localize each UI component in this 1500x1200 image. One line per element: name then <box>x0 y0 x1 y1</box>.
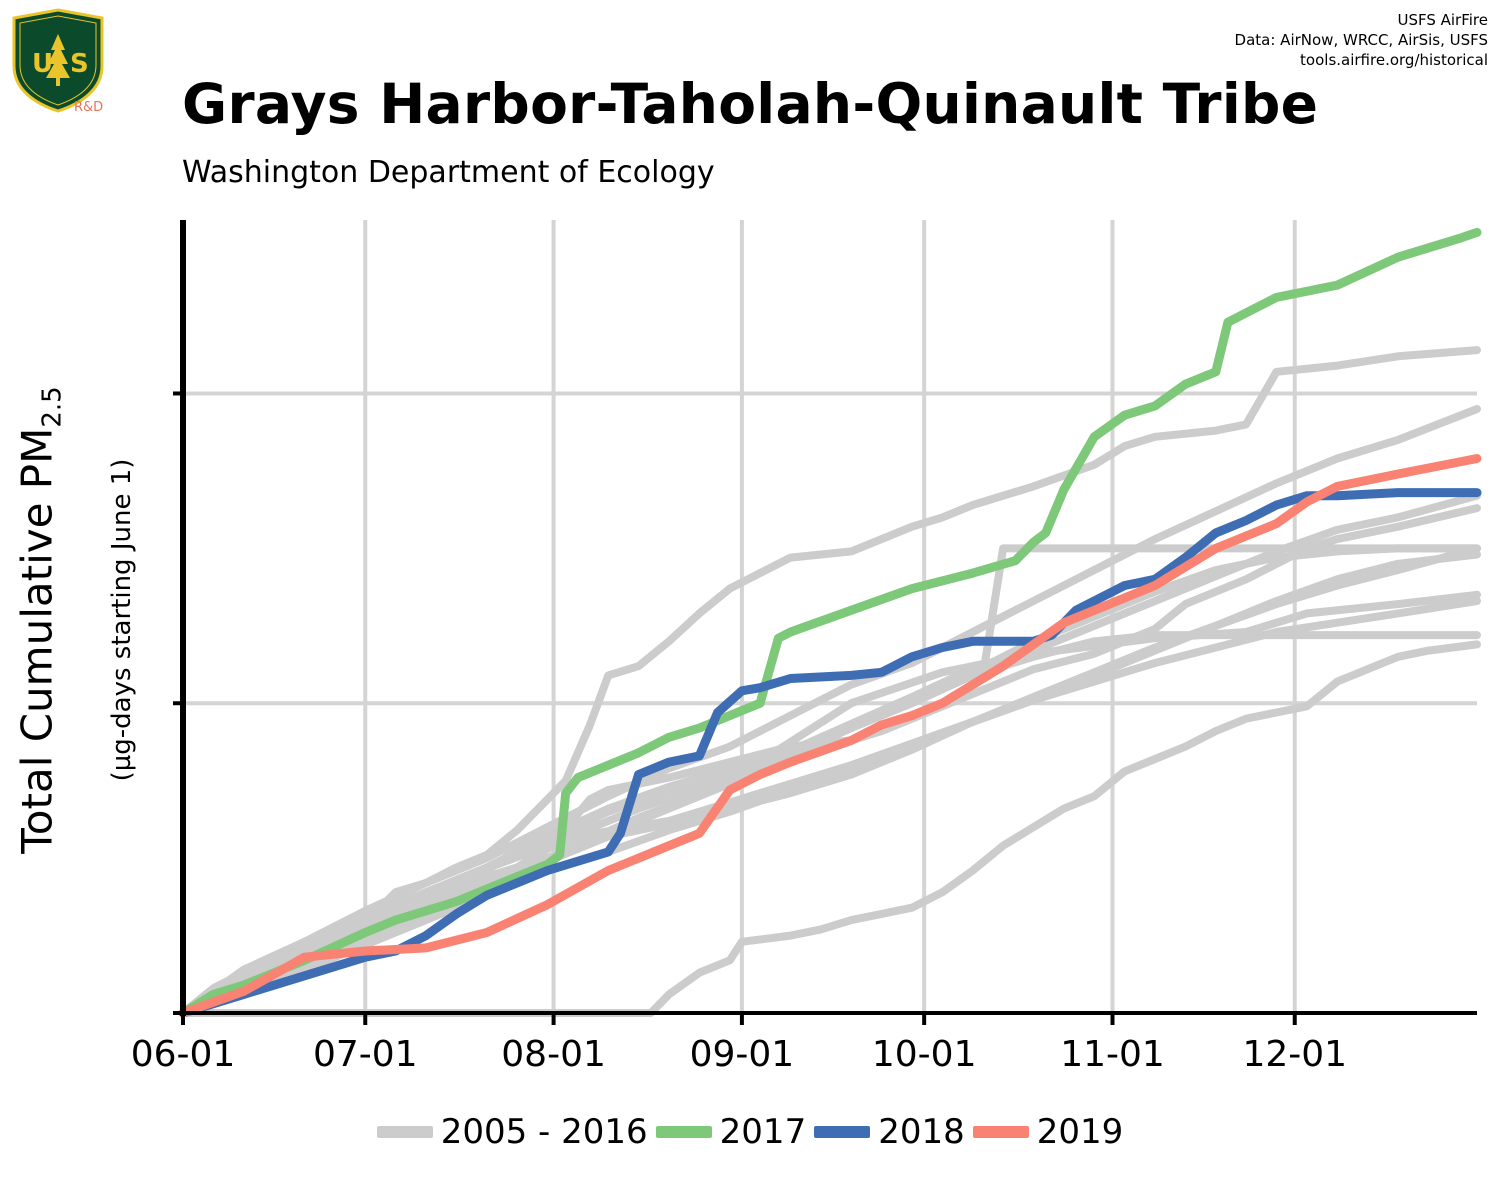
legend-swatch <box>376 1126 433 1138</box>
credits-block: USFS AirFire Data: AirNow, WRCC, AirSis,… <box>1235 10 1488 70</box>
svg-text:S: S <box>70 49 89 79</box>
series-line-2005-2016-8 <box>179 405 1481 1017</box>
series-line-2005-2016-6 <box>179 544 1481 1017</box>
legend-label: 2018 <box>878 1112 965 1152</box>
credit-line-1: USFS AirFire <box>1397 11 1488 29</box>
legend-item: 2005 - 2016 <box>376 1112 648 1152</box>
x-tick-label-12-01: 12-01 <box>1242 1034 1347 1075</box>
chart-legend: 2005 - 2016 2017 2018 2019 <box>0 1112 1500 1152</box>
x-tick-label-11-01: 11-01 <box>1060 1034 1165 1075</box>
legend-label: 2005 - 2016 <box>440 1112 648 1152</box>
svg-text:U: U <box>32 49 53 79</box>
series-line-2017-12 <box>178 227 1482 1018</box>
legend-label: 2019 <box>1036 1112 1124 1152</box>
credit-line-3: tools.airfire.org/historical <box>1300 51 1488 69</box>
x-tick-label-07-01: 07-01 <box>313 1034 418 1075</box>
x-tick-label-08-01: 08-01 <box>501 1034 606 1075</box>
legend-swatch <box>972 1126 1029 1138</box>
legend-item: 2018 <box>814 1112 965 1152</box>
chart-title: Grays Harbor-Taholah-Quinault Tribe <box>182 72 1319 136</box>
logo-badge: R&D <box>74 100 104 115</box>
legend-label: 2017 <box>719 1112 807 1152</box>
x-tick-label-10-01: 10-01 <box>872 1034 977 1075</box>
legend-item: 2017 <box>655 1112 807 1152</box>
chart-subtitle: Washington Department of Ecology <box>182 155 715 190</box>
series-line-2018-13 <box>178 488 1482 1018</box>
series-line-2005-2016-11 <box>179 544 1481 1017</box>
legend-swatch <box>655 1126 712 1138</box>
credit-line-2: Data: AirNow, WRCC, AirSis, USFS <box>1234 31 1488 49</box>
x-tick-label-06-01: 06-01 <box>131 1034 236 1075</box>
legend-item: 2019 <box>972 1112 1124 1152</box>
forest-service-logo: U S R&D <box>8 8 108 118</box>
series-line-2019-14 <box>178 454 1482 1018</box>
series-line-2005-2016-9 <box>179 640 1481 1017</box>
shield-icon: U S <box>12 8 104 113</box>
x-tick-label-09-01: 09-01 <box>690 1034 795 1075</box>
legend-swatch <box>814 1126 871 1138</box>
